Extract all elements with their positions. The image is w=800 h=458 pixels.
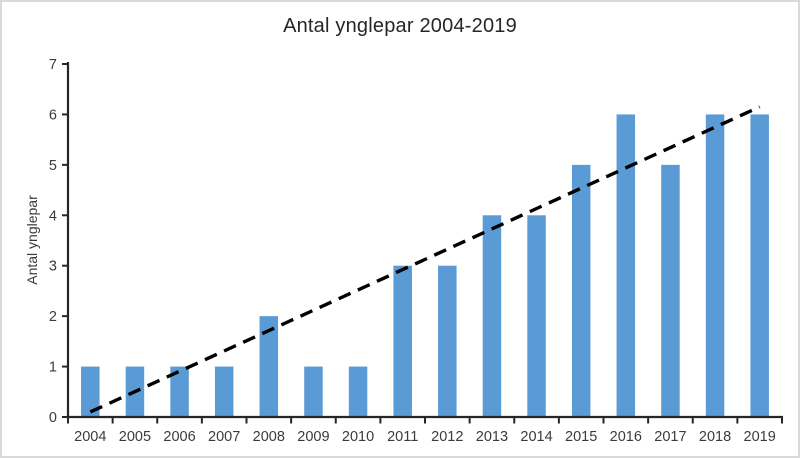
x-category-label: 2006 [163, 429, 195, 445]
y-tick-label: 0 [49, 410, 57, 426]
y-axis-title: Antal ynglepar [24, 195, 40, 285]
trendline [89, 105, 761, 414]
x-category-label: 2008 [253, 429, 285, 445]
x-category-label: 2009 [297, 429, 329, 445]
x-category-label: 2004 [74, 429, 106, 445]
bar-2010 [348, 366, 368, 417]
bar-2009 [304, 366, 323, 417]
x-category-label: 2018 [699, 429, 731, 445]
bar-2012 [438, 265, 457, 417]
bar-2016 [616, 114, 636, 418]
y-tick-label: 2 [49, 309, 57, 325]
bar-2006 [170, 366, 189, 417]
y-tick-label: 3 [49, 259, 57, 275]
y-tick-label: 7 [49, 57, 57, 73]
bar-2018 [705, 114, 725, 418]
x-category-label: 2011 [387, 429, 418, 445]
x-category-label: 2019 [744, 429, 776, 445]
y-tick-label: 4 [49, 208, 57, 224]
x-category-label: 2013 [476, 429, 508, 445]
bar-2014 [527, 215, 546, 417]
y-tick-label: 6 [49, 107, 57, 123]
chart-title: Antal ynglepar 2004-2019 [283, 15, 517, 37]
bar-2008 [259, 316, 279, 417]
x-category-label: 2014 [520, 429, 552, 445]
bar-2004 [81, 366, 100, 417]
bar-2017 [661, 164, 680, 417]
y-tick-label: 5 [49, 158, 57, 174]
y-tick-label: 1 [49, 360, 57, 376]
bar-2015 [571, 164, 591, 417]
bar-2007 [214, 366, 234, 417]
bar-2013 [482, 215, 502, 417]
x-category-label: 2015 [565, 429, 597, 445]
x-category-label: 2010 [342, 429, 374, 445]
bar-2011 [393, 265, 412, 417]
bar-2019 [750, 114, 769, 418]
x-category-label: 2017 [654, 429, 686, 445]
x-category-label: 2005 [119, 429, 151, 445]
x-category-label: 2007 [208, 429, 240, 445]
x-category-label: 2012 [431, 429, 463, 445]
x-category-label: 2016 [610, 429, 642, 445]
